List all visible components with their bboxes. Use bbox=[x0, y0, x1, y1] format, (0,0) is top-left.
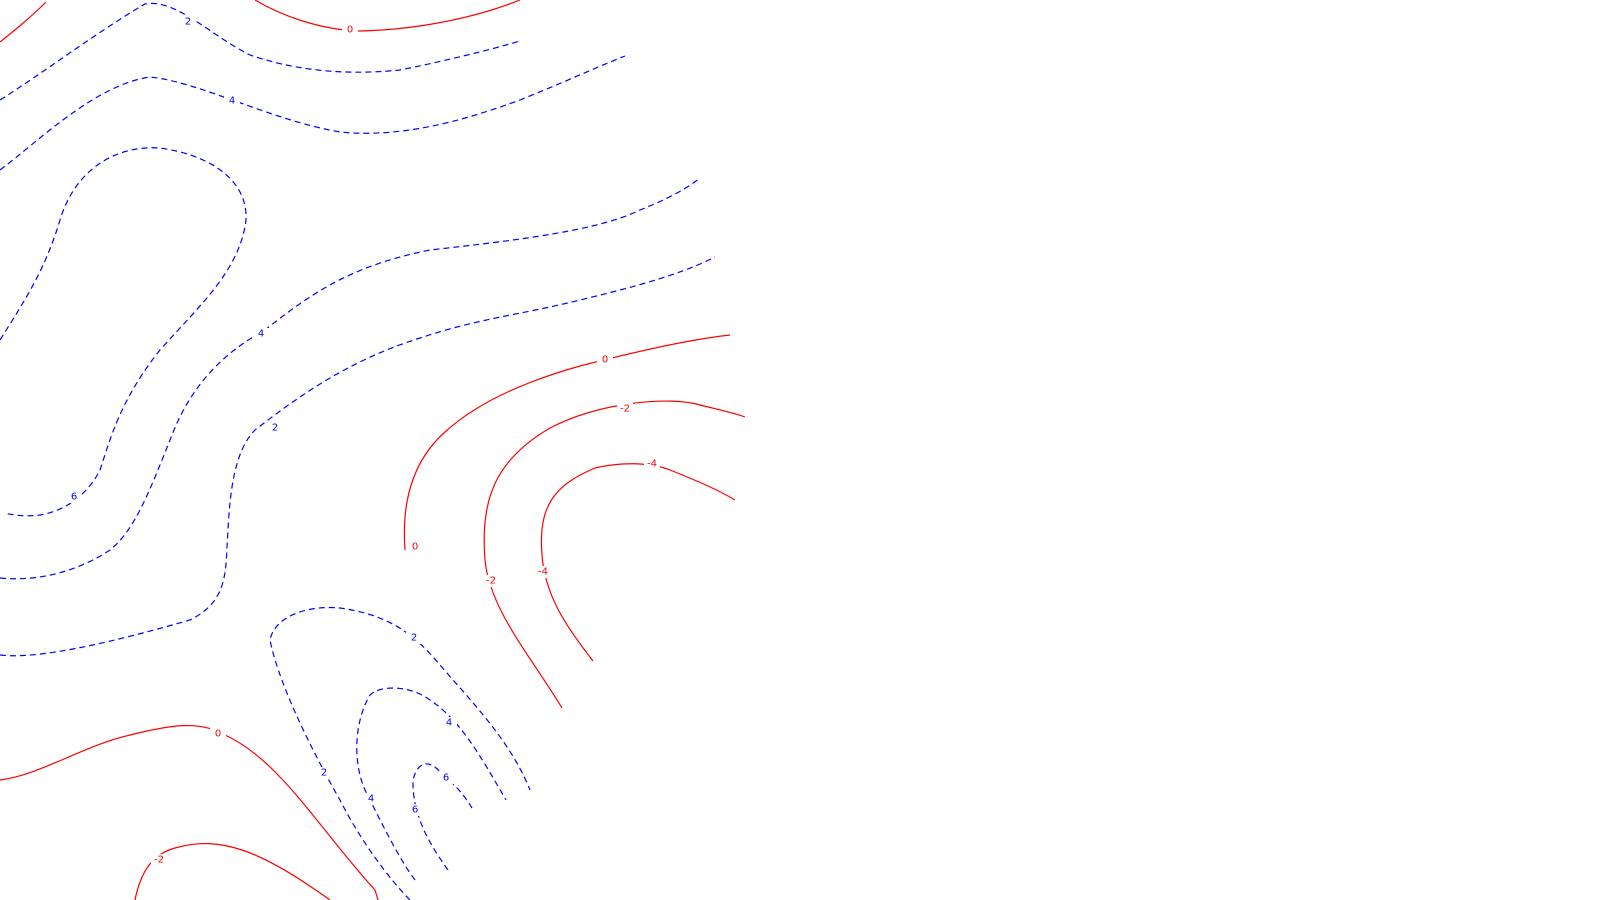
contour-label-background bbox=[342, 24, 358, 36]
contour-label-background bbox=[617, 403, 633, 415]
contour-line bbox=[134, 842, 331, 900]
contour-label-background bbox=[180, 16, 196, 28]
contour-line bbox=[0, 724, 379, 900]
contour-label-background bbox=[407, 541, 423, 553]
contour-label-background bbox=[644, 458, 660, 470]
contour-label-background bbox=[267, 422, 283, 434]
contour-label: -4 bbox=[647, 459, 657, 470]
contour-label-background bbox=[407, 804, 423, 816]
contour-label-background bbox=[483, 575, 499, 587]
contour-label-background bbox=[406, 632, 422, 644]
contour-label: 2 bbox=[272, 423, 278, 434]
contour-label: -2 bbox=[620, 404, 630, 415]
contour-level-4: 44 bbox=[356, 687, 507, 881]
contour-label: 4 bbox=[258, 329, 264, 340]
contour-level-0: 0 bbox=[0, 724, 379, 900]
contour-level-0: 00 bbox=[403, 334, 731, 553]
contour-label: 0 bbox=[347, 25, 353, 36]
contour-label: 4 bbox=[229, 96, 235, 107]
contour-label-background bbox=[253, 328, 269, 340]
contour-label: 0 bbox=[602, 355, 608, 366]
contour-label: 2 bbox=[321, 768, 327, 779]
contour-label: 4 bbox=[446, 718, 452, 729]
contour-line bbox=[0, 256, 716, 657]
contour-level-2: 22 bbox=[269, 606, 531, 900]
contour-label: 6 bbox=[71, 492, 77, 503]
contour-level-4: 4 bbox=[0, 55, 626, 171]
contour-label: 2 bbox=[185, 17, 191, 28]
contour-level-neg4: -4 -4 bbox=[535, 458, 736, 662]
contour-label: 6 bbox=[443, 773, 449, 784]
contour-label: 4 bbox=[368, 794, 374, 805]
contour-level-0: 0 bbox=[254, 0, 521, 36]
contour-label-background bbox=[363, 793, 379, 805]
contour-line bbox=[0, 55, 626, 171]
contour-line bbox=[254, 0, 521, 32]
contour-label-background bbox=[441, 717, 457, 729]
contour-label-background bbox=[438, 772, 454, 784]
contour-line bbox=[540, 463, 736, 662]
contour-level-neg2: -2 -2 bbox=[483, 400, 746, 709]
contour-line bbox=[356, 687, 507, 881]
contour-label: 2 bbox=[411, 633, 417, 644]
contour-label-background bbox=[210, 728, 226, 740]
contour-label-background bbox=[597, 354, 613, 366]
contour-level-0 bbox=[0, 1, 47, 43]
contour-level-6: 66 bbox=[407, 763, 473, 871]
contour-label: 0 bbox=[215, 729, 221, 740]
contour-level-neg2: -2 bbox=[134, 842, 331, 900]
contour-line bbox=[0, 177, 701, 580]
contour-label: 6 bbox=[412, 805, 418, 816]
contour-level-2: 2 bbox=[0, 256, 716, 657]
contour-line bbox=[0, 2, 521, 101]
contour-label-background bbox=[535, 566, 551, 578]
contour-label: -4 bbox=[538, 567, 548, 578]
contour-label-background bbox=[316, 767, 332, 779]
contour-level-2: 2 bbox=[0, 2, 521, 101]
contour-label-background bbox=[224, 95, 240, 107]
contour-label-background bbox=[66, 491, 82, 503]
contour-line bbox=[0, 147, 247, 517]
contour-label: -2 bbox=[486, 576, 496, 587]
contour-label: 0 bbox=[412, 542, 418, 553]
contour-label: -2 bbox=[154, 855, 164, 866]
contour-line bbox=[0, 1, 47, 43]
contour-line bbox=[412, 763, 473, 871]
contour-level-6: 6 bbox=[0, 147, 247, 517]
contour-line bbox=[269, 606, 531, 900]
contour-level-4: 4 bbox=[0, 177, 701, 580]
contour-line bbox=[483, 400, 746, 709]
contour-line bbox=[403, 334, 731, 551]
contour-label-background bbox=[151, 854, 167, 866]
